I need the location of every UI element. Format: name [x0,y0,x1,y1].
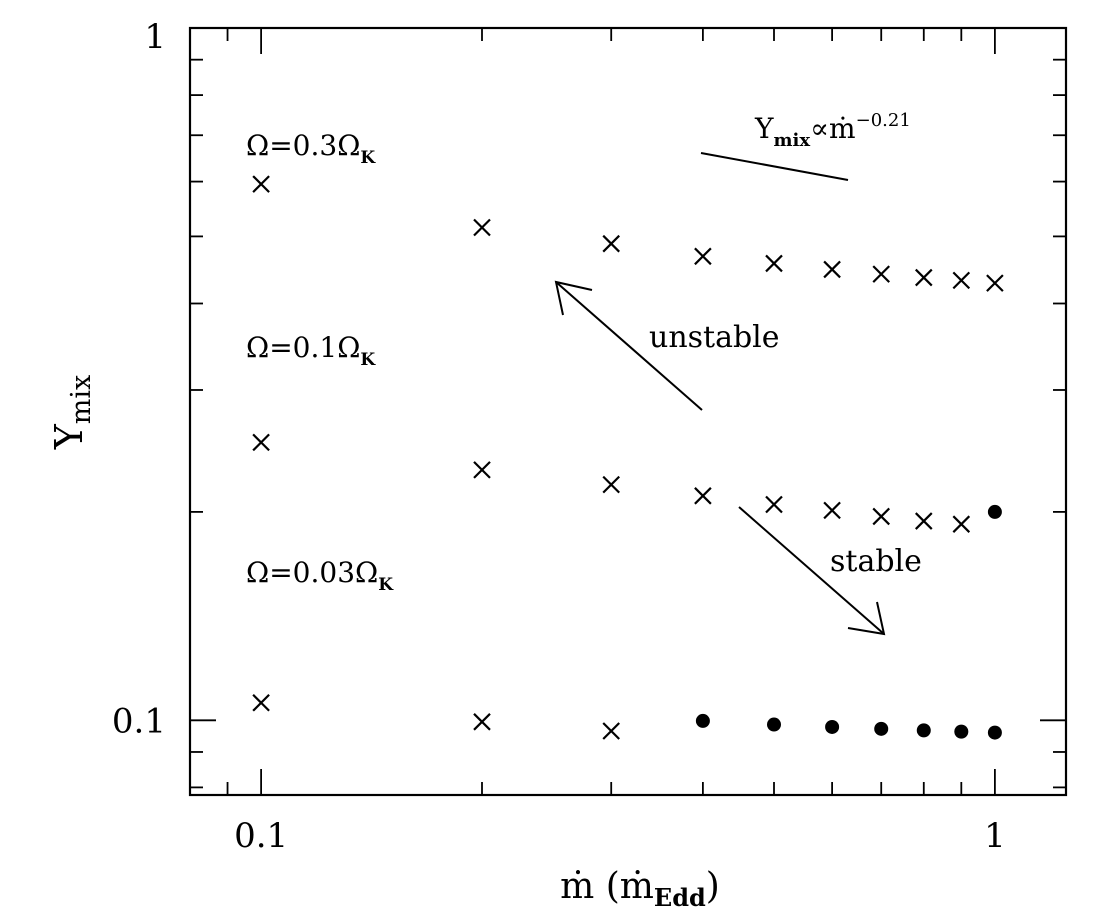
scaling-annotation-text: Ymix∝ṁ−0.21 [754,110,911,151]
point-s2-4 [767,717,781,732]
point-s1-9 [987,504,1002,519]
stable-annotation: stable [738,506,922,636]
scaling-annotation-sub: mix [773,130,810,151]
point-s2-5 [825,719,840,734]
unstable-arrow-shaft [555,281,703,411]
data-points [252,175,1004,740]
unstable-annotation: unstable [554,280,780,411]
point-s0-7 [915,268,933,287]
scaling-annotation-main: Y [754,112,774,145]
point-s1-7 [915,512,933,530]
stable-label: stable [830,544,922,579]
point-s1-3 [694,487,712,505]
point-s1-8 [952,515,971,533]
stable-arrow-shaft [738,506,885,635]
x-tick-label-1: 1 [984,816,1006,856]
point-s2-3 [695,713,710,728]
point-s2-6 [874,721,889,736]
point-s0-6 [872,265,891,283]
point-s2-9 [987,725,1002,740]
y-axis-label-sub: mix [66,375,97,424]
point-s0-1 [473,218,491,237]
series-label-2-prefix: Ω=0.03Ω [246,556,378,589]
scaling-annotation-mid: ∝ṁ [810,112,856,145]
point-s2-0 [252,694,270,712]
point-s0-2 [602,234,620,253]
plot-frame [188,26,1068,797]
series-label-2-sub: K [378,575,394,595]
y-axis-label: Ymix [47,375,97,451]
y-tick-label-1: 1 [144,17,166,57]
point-s1-0 [252,433,270,452]
scaling-annotation: Ymix∝ṁ−0.21 [700,110,911,181]
x-axis-label-main: ṁ (ṁ [560,866,654,907]
series-label-0-sub: K [360,148,376,168]
point-s0-0 [252,175,270,193]
scaling-annotation-sup: −0.21 [856,110,911,131]
series-label-1-sub: K [360,350,376,370]
tick-labels: 0.1 1 0.1 1 [112,17,1006,856]
series-label-1: Ω=0.1ΩK [246,331,376,370]
point-s1-6 [872,507,891,526]
x-axis-label-sub: Edd [654,883,706,912]
y-tick-label-0: 0.1 [112,701,166,741]
unstable-arrow-head [554,280,593,316]
series-label-0: Ω=0.3ΩK [246,129,376,168]
point-s2-7 [916,723,931,738]
point-s2-2 [602,722,620,740]
point-s1-4 [765,495,783,514]
series-label-1-prefix: Ω=0.1Ω [246,331,360,364]
point-s0-4 [765,254,783,273]
point-s1-2 [602,475,620,494]
point-s0-5 [823,260,841,279]
x-tick-label-0: 0.1 [234,816,288,856]
series-labels: Ω=0.3ΩK Ω=0.1ΩK Ω=0.03ΩK [246,129,394,595]
x-axis-label: ṁ (ṁEdd) [560,866,720,912]
series-label-0-prefix: Ω=0.3Ω [246,129,360,162]
series-label-2: Ω=0.03ΩK [246,556,394,595]
y-axis-label-main: Y [47,423,91,450]
x-axis-label-end: ) [706,866,720,907]
scaling-slope-line [700,152,849,181]
point-s0-9 [986,274,1004,292]
point-s0-8 [952,271,971,290]
point-s2-8 [954,724,969,739]
point-s0-3 [694,247,712,266]
unstable-label: unstable [649,320,780,355]
stable-arrow-head [847,601,886,636]
point-s1-5 [823,501,841,520]
point-s2-1 [473,713,491,731]
point-s1-1 [473,461,491,479]
